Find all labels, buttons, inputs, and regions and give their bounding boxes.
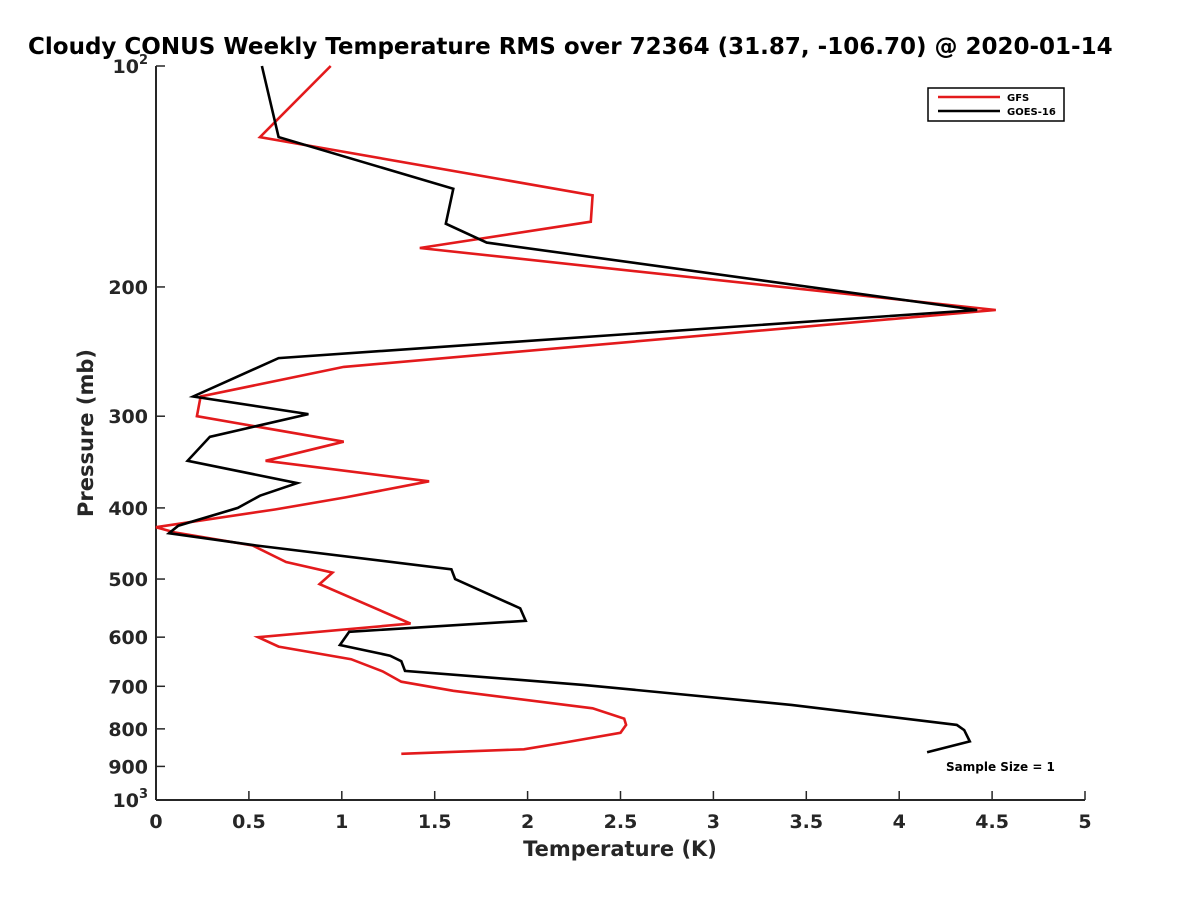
y-tick-label: 500 — [108, 569, 148, 591]
x-tick-label: 5 — [1078, 811, 1091, 833]
y-tick-label: 200 — [108, 277, 148, 299]
y-tick-label: 300 — [108, 406, 148, 428]
y-tick-label: 102 — [113, 53, 149, 78]
y-tick-label: 400 — [108, 498, 148, 520]
x-tick-label: 4 — [893, 811, 906, 833]
x-tick-label: 2 — [521, 811, 534, 833]
y-tick-label: 103 — [113, 787, 149, 812]
x-tick-label: 2.5 — [604, 811, 638, 833]
x-axis-label: Temperature (K) — [523, 837, 717, 861]
y-tick-label: 900 — [108, 756, 148, 778]
series-line-goes-16 — [165, 65, 978, 754]
legend-label: GOES-16 — [1007, 107, 1056, 118]
y-axis-ticks: 102 200 300 400 500 600 700 800 900 103 — [108, 53, 165, 812]
x-tick-label: 1 — [335, 811, 348, 833]
x-tick-label: 1.5 — [418, 811, 452, 833]
y-tick-label: 700 — [108, 676, 148, 698]
chart-title: Cloudy CONUS Weekly Temperature RMS over… — [28, 34, 1113, 60]
legend-label: GFS — [1007, 93, 1029, 104]
x-tick-label: 4.5 — [975, 811, 1009, 833]
y-tick-label: 800 — [108, 719, 148, 741]
legend-box — [927, 87, 1065, 122]
x-tick-label: 0.5 — [232, 811, 266, 833]
x-tick-label: 3.5 — [789, 811, 823, 833]
series-lines — [155, 65, 996, 756]
y-tick-label: 600 — [108, 627, 148, 649]
x-tick-label: 3 — [707, 811, 720, 833]
sample-size-annotation: Sample Size = 1 — [946, 760, 1055, 774]
series-line-gfs — [155, 65, 996, 756]
x-axis-ticks: 0 0.5 1 1.5 2 2.5 3 3.5 4 4.5 5 — [149, 791, 1092, 833]
x-tick-label: 0 — [149, 811, 162, 833]
y-axis-label: Pressure (mb) — [74, 349, 98, 517]
legend: GFS GOES-16 — [927, 87, 1065, 122]
